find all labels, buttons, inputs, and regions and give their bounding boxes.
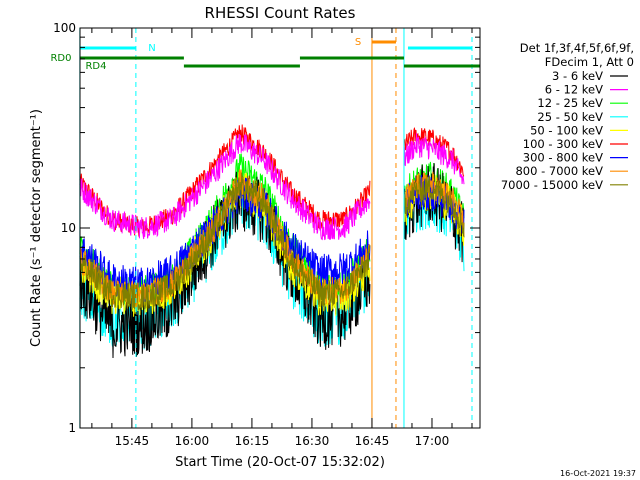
series-line-7000-to-15000keV: [79, 172, 465, 311]
data-layer: [79, 124, 465, 359]
x-tick-label-17:00: 17:00: [415, 434, 450, 448]
x-tick-label-16:00: 16:00: [175, 434, 210, 448]
legend-label-3: 12 - 25 keV: [537, 96, 603, 110]
chart-title: RHESSI Count Rates: [205, 4, 356, 22]
legend-label-1: 3 - 6 keV: [552, 69, 603, 83]
flag-label-rd0: RD0: [50, 53, 71, 64]
y-axis-label: Count Rate (s⁻¹ detector segment⁻¹): [29, 109, 44, 347]
flag-label-rd4: RD4: [85, 61, 106, 72]
legend-label-5: 50 - 100 keV: [530, 123, 603, 137]
flag-label-n: N: [148, 43, 155, 54]
axis-layer: 1 10 100 15:45 16:00 16:15 16:30 16:45 17:00: [53, 21, 480, 448]
legend-label-9: 7000 - 15000 keV: [501, 178, 603, 192]
legend-label-4: 25 - 50 keV: [537, 110, 603, 124]
y-tick-label-100: 100: [53, 21, 76, 35]
legend-header-line-2: FDecim 1, Att 0: [545, 55, 634, 69]
series-line-6-to-12keV: [79, 133, 465, 241]
x-tick-label-16:45: 16:45: [355, 434, 390, 448]
legend-label-6: 100 - 300 keV: [523, 137, 603, 151]
x-tick-label-15:45: 15:45: [115, 434, 150, 448]
legend-label-8: 800 - 7000 keV: [515, 164, 603, 178]
x-axis-label: Start Time (20-Oct-07 15:32:02): [175, 455, 385, 470]
legend-label-7: 300 - 800 keV: [523, 151, 603, 165]
flag-label-s: S: [355, 37, 361, 48]
x-tick-label-16:15: 16:15: [235, 434, 270, 448]
y-tick-label-1: 1: [68, 421, 76, 435]
y-tick-label-10: 10: [61, 221, 76, 235]
legend: Det 1f,3f,4f,5f,6f,9f, FDecim 1, Att 0 3…: [501, 41, 634, 192]
x-tick-label-16:30: 16:30: [295, 434, 330, 448]
timestamp: 16-Oct-2021 19:37: [560, 469, 636, 478]
legend-label-2: 6 - 12 keV: [545, 83, 603, 97]
legend-header-line-1: Det 1f,3f,4f,5f,6f,9f,: [520, 41, 634, 55]
